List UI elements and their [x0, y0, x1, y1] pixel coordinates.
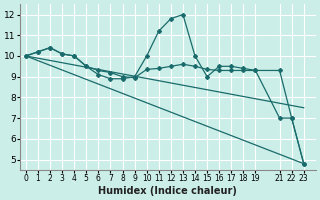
X-axis label: Humidex (Indice chaleur): Humidex (Indice chaleur) [98, 186, 237, 196]
